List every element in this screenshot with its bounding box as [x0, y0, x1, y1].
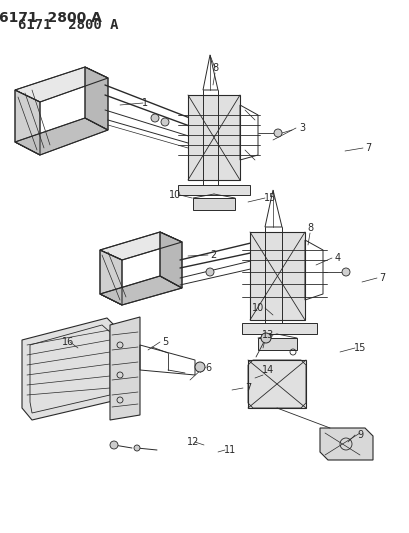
Polygon shape: [22, 318, 117, 420]
Text: 10: 10: [251, 303, 263, 313]
Text: 15: 15: [263, 193, 276, 203]
Polygon shape: [85, 67, 108, 130]
Text: 6171  2800 A: 6171 2800 A: [18, 18, 118, 32]
Polygon shape: [193, 198, 234, 210]
Polygon shape: [178, 185, 249, 195]
Polygon shape: [257, 338, 296, 350]
Circle shape: [273, 129, 281, 137]
Text: 16: 16: [62, 337, 74, 347]
Text: 2: 2: [209, 250, 216, 260]
Polygon shape: [100, 276, 182, 305]
Circle shape: [341, 268, 349, 276]
Polygon shape: [241, 323, 316, 334]
Polygon shape: [100, 232, 182, 260]
Text: 8: 8: [211, 63, 218, 73]
Text: 6: 6: [204, 363, 211, 373]
Text: 6171  2800 A: 6171 2800 A: [0, 11, 101, 25]
Polygon shape: [249, 232, 304, 320]
Circle shape: [110, 441, 118, 449]
Circle shape: [151, 114, 159, 122]
Polygon shape: [247, 360, 305, 408]
Text: 14: 14: [261, 365, 274, 375]
Text: 12: 12: [187, 437, 199, 447]
Polygon shape: [160, 232, 182, 288]
Circle shape: [195, 362, 204, 372]
Text: 13: 13: [261, 330, 274, 340]
Text: 9: 9: [356, 430, 362, 440]
Text: 7: 7: [244, 383, 250, 393]
Polygon shape: [188, 95, 239, 180]
Text: 7: 7: [364, 143, 370, 153]
Polygon shape: [15, 90, 40, 155]
Text: 1: 1: [142, 98, 148, 108]
Circle shape: [134, 445, 139, 451]
Polygon shape: [110, 317, 139, 420]
Polygon shape: [100, 250, 122, 305]
Text: 7: 7: [378, 273, 384, 283]
Text: 8: 8: [306, 223, 312, 233]
Text: 15: 15: [353, 343, 365, 353]
Text: 3: 3: [298, 123, 304, 133]
Polygon shape: [15, 67, 108, 102]
Circle shape: [205, 268, 213, 276]
Circle shape: [261, 333, 270, 343]
Text: 5: 5: [162, 337, 168, 347]
Circle shape: [161, 118, 169, 126]
Polygon shape: [15, 118, 108, 155]
Text: 10: 10: [169, 190, 181, 200]
Text: 4: 4: [334, 253, 340, 263]
Polygon shape: [319, 428, 372, 460]
Text: 11: 11: [223, 445, 236, 455]
